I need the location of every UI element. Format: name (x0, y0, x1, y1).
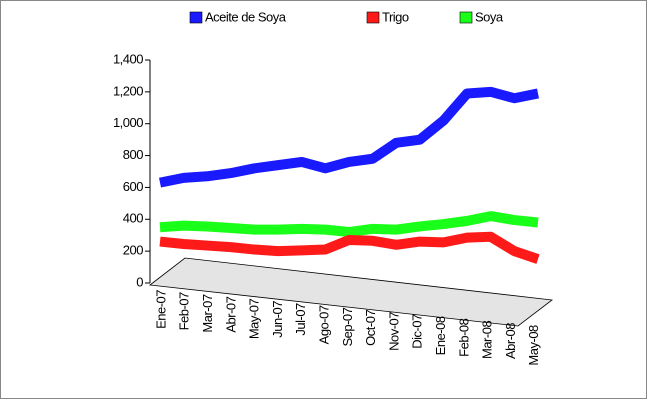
legend-swatch (366, 11, 380, 24)
floor (148, 257, 554, 327)
legend-swatch (459, 11, 473, 24)
x-tick-label: Ene-07 (153, 290, 168, 329)
x-tick-label: Sep-07 (340, 307, 355, 346)
y-tick-label: 1,400 (113, 51, 143, 66)
x-tick-label: Feb-08 (456, 318, 471, 356)
x-tick-label: Oct-07 (363, 310, 378, 346)
y-tick-label: 200 (123, 243, 143, 258)
x-tick-label: Abr-08 (503, 323, 518, 359)
x-tick-label: Mar-08 (480, 321, 495, 359)
x-tick-label: Nov-07 (386, 312, 401, 351)
y-tick-label: 600 (123, 179, 143, 194)
line-ribbon (159, 231, 540, 264)
x-tick-label: May-07 (247, 299, 262, 340)
x-tick-label: Mar-07 (200, 294, 215, 332)
y-tick-label: 1,200 (113, 83, 143, 98)
legend-label: Soya (475, 9, 504, 24)
y-tick-label: 400 (123, 211, 143, 226)
x-tick-label: Dic-07 (410, 314, 425, 349)
legend-label: Aceite de Soya (205, 9, 287, 24)
x-tick-label: Feb-07 (177, 292, 192, 330)
x-tick-label: May-08 (526, 325, 541, 366)
line-ribbon (159, 86, 539, 188)
y-tick-label: 0 (136, 274, 143, 289)
legend-label: Trigo (382, 9, 409, 24)
x-tick-label: Jul-07 (293, 303, 308, 336)
y-tick-label: 1,000 (113, 115, 143, 130)
legend-swatch (189, 11, 203, 24)
x-tick-label: Abr-07 (223, 296, 238, 332)
x-tick-label: Ene-08 (433, 316, 448, 355)
x-tick-label: Ago-07 (317, 305, 332, 344)
y-tick-label: 800 (123, 147, 143, 162)
line-ribbon (159, 211, 539, 238)
x-tick-label: Jun-07 (270, 301, 285, 338)
